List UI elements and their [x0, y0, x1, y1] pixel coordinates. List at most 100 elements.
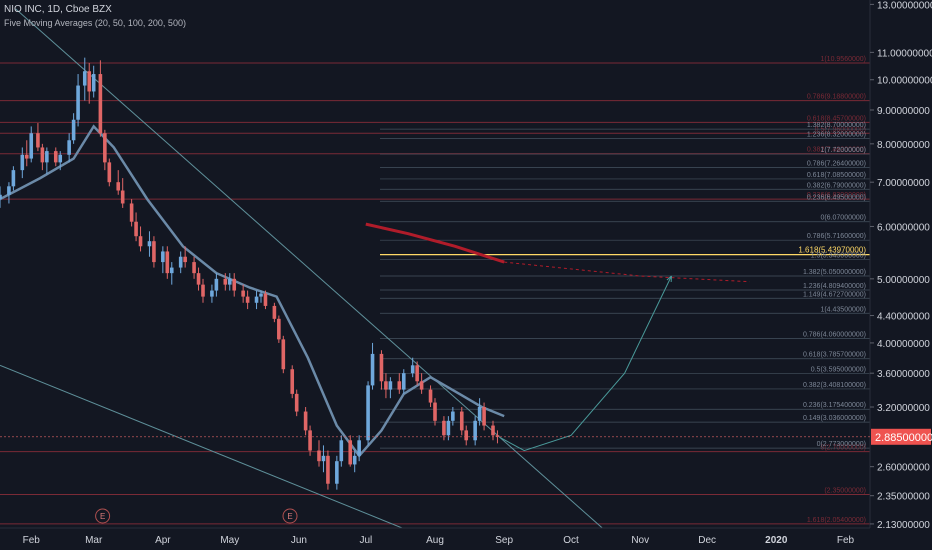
red-level-label-8: 1.618(2.05400000) [807, 517, 866, 524]
y-tick-label-2: 10.00000000 [877, 76, 932, 87]
candle-body-68 [415, 365, 419, 382]
earnings-marker-0 [95, 508, 111, 524]
candle-body-22 [129, 203, 134, 222]
candle-body-49 [294, 393, 299, 412]
candle-body-28 [165, 251, 170, 274]
fib-level-label-0: 1.618(5.43970000) [798, 246, 866, 255]
red-level-label-1: 0.786(9.18800000) [807, 94, 866, 101]
last-price-badge [871, 428, 931, 445]
earnings-marker-label-0: E [100, 512, 105, 521]
candle-body-57 [348, 440, 353, 465]
candle-body-62 [379, 353, 384, 382]
candle-body-45 [272, 305, 277, 319]
candle-body-14 [82, 71, 87, 86]
red-level-label-2: 0.618(8.45700000) [807, 115, 866, 122]
candle-body-39 [232, 278, 237, 291]
red-level-label-0: 1(10.9560000) [820, 56, 866, 63]
candle-body-46 [277, 318, 281, 340]
fib-level-label-1: 1.5(5.345000000) [811, 253, 866, 260]
candle-body-5 [29, 133, 34, 159]
candle-body-73 [446, 420, 451, 436]
candle-body-26 [152, 241, 156, 263]
candle-body-32 [192, 262, 196, 274]
y-tick-label-7: 5.00000000 [877, 275, 930, 286]
moving-average-20-line [0, 124, 505, 458]
trendline-0 [15, 8, 603, 529]
candle-body-21 [120, 190, 125, 204]
candle-body-42 [254, 296, 259, 303]
time-axis-background [0, 528, 932, 550]
candle-body-65 [397, 381, 402, 390]
candle-body-11 [67, 140, 71, 155]
y-tick-label-6: 6.00000000 [877, 222, 930, 233]
candle-body-25 [147, 241, 152, 247]
candle-body-18 [103, 133, 107, 163]
candle-body-33 [196, 273, 201, 285]
x-tick-label-12: Feb [837, 535, 855, 546]
candle-body-1 [7, 186, 11, 195]
candle-body-29 [169, 267, 174, 274]
x-tick-label-10: Dec [698, 535, 716, 546]
candle-body-43 [259, 293, 263, 297]
candle-body-3 [20, 154, 25, 171]
last-price-label: 2.88500000 [875, 432, 932, 444]
x-tick-label-8: Oct [563, 535, 579, 546]
candle-body-81 [495, 435, 500, 437]
y-tick-label-14: 2.13000000 [877, 520, 930, 531]
candle-body-16 [91, 74, 96, 92]
y-tick-label-3: 9.00000000 [877, 106, 930, 117]
y-tick-label-11: 3.20000000 [877, 403, 930, 414]
candle-body-0 [0, 194, 2, 200]
candle-body-60 [366, 385, 370, 441]
candle-body-24 [138, 236, 143, 247]
earnings-marker-label-1: E [287, 512, 292, 521]
y-tick-label-1: 11.00000000 [877, 48, 932, 59]
price-axis-background [870, 0, 932, 550]
candle-body-66 [401, 373, 406, 390]
candle-body-59 [357, 440, 361, 456]
candle-body-75 [459, 411, 464, 431]
candle-body-53 [321, 455, 326, 462]
moving-average-200-projection [504, 261, 750, 283]
candle-body-12 [71, 119, 76, 141]
moving-average-200-line [365, 222, 505, 264]
fib-level-label-12: 0(2.773000000) [817, 441, 866, 448]
x-tick-label-9: Nov [631, 535, 649, 546]
red-level-label-3: 0.5(7.96000000) [815, 126, 866, 133]
candle-body-10 [58, 154, 63, 163]
red-level-label-5: 0.236(6.83000000) [807, 192, 866, 199]
y-tick-label-10: 3.60000000 [877, 369, 930, 380]
candle-body-71 [433, 402, 437, 421]
y-tick-label-8: 4.40000000 [877, 312, 930, 323]
x-tick-label-1: Mar [85, 535, 103, 546]
candle-body-38 [227, 278, 232, 285]
candle-body-70 [428, 389, 433, 403]
candle-body-31 [183, 256, 187, 263]
ext-level-label-3: 0.786(7.26400000) [807, 160, 866, 167]
candle-body-34 [201, 284, 205, 297]
fib-level-label-7: 0.618(3.785700000) [803, 352, 866, 359]
candle-body-44 [263, 293, 268, 306]
projection-arrowhead [666, 275, 672, 282]
candle-body-23 [134, 221, 138, 237]
x-tick-label-11: 2020 [765, 535, 788, 546]
candle-body-48 [290, 369, 295, 394]
candle-body-2 [11, 170, 16, 187]
fib-level-label-3: 1.236(4.809400000) [803, 283, 866, 290]
fib-level-label-11: 0.149(3.036000000) [803, 415, 866, 422]
candle-body-80 [491, 425, 495, 436]
candle-body-67 [410, 365, 415, 374]
candle-body-56 [339, 440, 344, 462]
candle-body-76 [464, 430, 469, 441]
y-tick-label-0: 13.00000000 [877, 0, 932, 11]
candle-body-15 [87, 71, 92, 92]
candle-body-36 [214, 278, 219, 291]
earnings-marker-1 [282, 508, 298, 524]
fib-level-label-2: 1.382(5.050000000) [803, 269, 866, 276]
candle-body-78 [477, 407, 482, 421]
candle-body-19 [107, 162, 112, 183]
candle-body-58 [352, 455, 357, 465]
fib-level-label-4: 1.149(4.672700000) [803, 291, 866, 298]
